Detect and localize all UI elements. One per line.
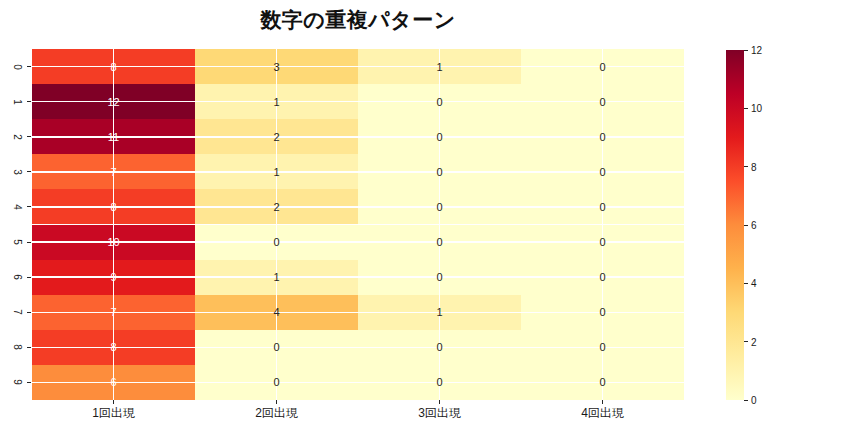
cell-value-annotation: 0 [599, 342, 605, 353]
gridline-horizontal [32, 66, 684, 68]
y-tick-label: 3 [12, 169, 23, 175]
cell-value-annotation: 0 [599, 201, 605, 212]
cell-value-annotation: 12 [107, 96, 119, 107]
cell-value-annotation: 2 [273, 131, 279, 142]
y-tick-mark [27, 347, 31, 348]
cell-value-annotation: 11 [108, 131, 119, 142]
gridline-horizontal [32, 136, 684, 138]
y-tick-mark [27, 382, 31, 383]
cell-value-annotation: 1 [273, 96, 279, 107]
colorbar-tick-label: 4 [751, 278, 757, 289]
cell-value-annotation: 8 [110, 201, 116, 212]
y-tick-label: 7 [12, 309, 23, 315]
cell-value-annotation: 1 [273, 166, 279, 177]
colorbar-gradient [726, 50, 744, 400]
cell-value-annotation: 0 [436, 166, 442, 177]
y-tick-label: 2 [12, 134, 23, 140]
cell-value-annotation: 0 [599, 272, 605, 283]
x-tick-label: 2回出現 [255, 405, 298, 422]
cell-value-annotation: 1 [273, 272, 279, 283]
y-tick-mark [27, 312, 31, 313]
y-tick-mark [27, 136, 31, 137]
y-tick-mark [27, 242, 31, 243]
cell-value-annotation: 0 [599, 377, 605, 388]
cell-value-annotation: 0 [436, 131, 442, 142]
colorbar-tick-label: 2 [751, 336, 757, 347]
y-tick-mark [27, 277, 31, 278]
y-tick-label: 9 [12, 380, 23, 386]
y-tick-label: 6 [12, 274, 23, 280]
colorbar-tick-label: 12 [751, 45, 762, 56]
y-tick-mark [27, 206, 31, 207]
cell-value-annotation: 7 [110, 166, 116, 177]
cell-value-annotation: 0 [599, 237, 605, 248]
x-tick-mark [113, 400, 114, 404]
heatmap-figure: 数字の重複パターン 831012100112007100820010000910… [0, 0, 864, 432]
cell-value-annotation: 0 [599, 96, 605, 107]
cell-value-annotation: 8 [110, 342, 116, 353]
cell-value-annotation: 0 [599, 307, 605, 318]
cell-value-annotation: 9 [110, 272, 116, 283]
colorbar-tick-mark [744, 166, 748, 167]
gridline-horizontal [32, 382, 684, 384]
y-tick-label: 1 [12, 99, 23, 105]
cell-value-annotation: 0 [436, 342, 442, 353]
y-tick-mark [27, 101, 31, 102]
colorbar-tick-label: 10 [751, 103, 762, 114]
cell-value-annotation: 4 [273, 307, 279, 318]
cell-value-annotation: 0 [436, 237, 442, 248]
gridline-horizontal [32, 312, 684, 314]
cell-value-annotation: 0 [599, 166, 605, 177]
heatmap-plot-area: 8310121001120071008200100009100741080006… [32, 49, 684, 400]
cell-value-annotation: 0 [273, 377, 279, 388]
x-tick-mark [602, 400, 603, 404]
y-tick-label: 4 [12, 204, 23, 210]
cell-value-annotation: 1 [436, 307, 442, 318]
cell-value-annotation: 0 [436, 96, 442, 107]
cell-value-annotation: 3 [273, 61, 279, 72]
colorbar-tick-mark [744, 225, 748, 226]
colorbar-tick-label: 8 [751, 161, 757, 172]
cell-value-annotation: 1 [436, 61, 442, 72]
y-tick-label: 0 [12, 64, 23, 70]
colorbar-tick-mark [744, 341, 748, 342]
colorbar-tick-mark [744, 400, 748, 401]
cell-value-annotation: 0 [436, 201, 442, 212]
gridline-horizontal [32, 101, 684, 103]
y-tick-label: 8 [12, 345, 23, 351]
colorbar-tick-mark [744, 283, 748, 284]
gridline-horizontal [32, 206, 684, 208]
x-tick-mark [276, 400, 277, 404]
colorbar-tick-mark [744, 50, 748, 51]
gridline-horizontal [32, 347, 684, 349]
y-tick-mark [27, 171, 31, 172]
cell-value-annotation: 2 [273, 201, 279, 212]
cell-value-annotation: 0 [599, 61, 605, 72]
x-tick-label: 3回出現 [418, 405, 461, 422]
cell-value-annotation: 7 [110, 307, 116, 318]
cell-value-annotation: 10 [107, 237, 119, 248]
x-tick-mark [439, 400, 440, 404]
y-tick-mark [27, 66, 31, 67]
x-tick-label: 4回出現 [581, 405, 624, 422]
cell-value-annotation: 0 [436, 377, 442, 388]
colorbar-tick-label: 6 [751, 220, 757, 231]
y-tick-label: 5 [12, 239, 23, 245]
cell-value-annotation: 6 [110, 377, 116, 388]
colorbar-tick-mark [744, 108, 748, 109]
gridline-horizontal [32, 171, 684, 173]
colorbar-tick-label: 0 [751, 395, 757, 406]
gridline-horizontal [32, 241, 684, 243]
gridline-horizontal [32, 276, 684, 278]
cell-value-annotation: 0 [599, 131, 605, 142]
chart-title: 数字の重複パターン [32, 6, 684, 34]
cell-value-annotation: 0 [436, 272, 442, 283]
cell-value-annotation: 0 [273, 237, 279, 248]
cell-value-annotation: 0 [273, 342, 279, 353]
cell-value-annotation: 8 [110, 61, 116, 72]
x-tick-label: 1回出現 [92, 405, 135, 422]
